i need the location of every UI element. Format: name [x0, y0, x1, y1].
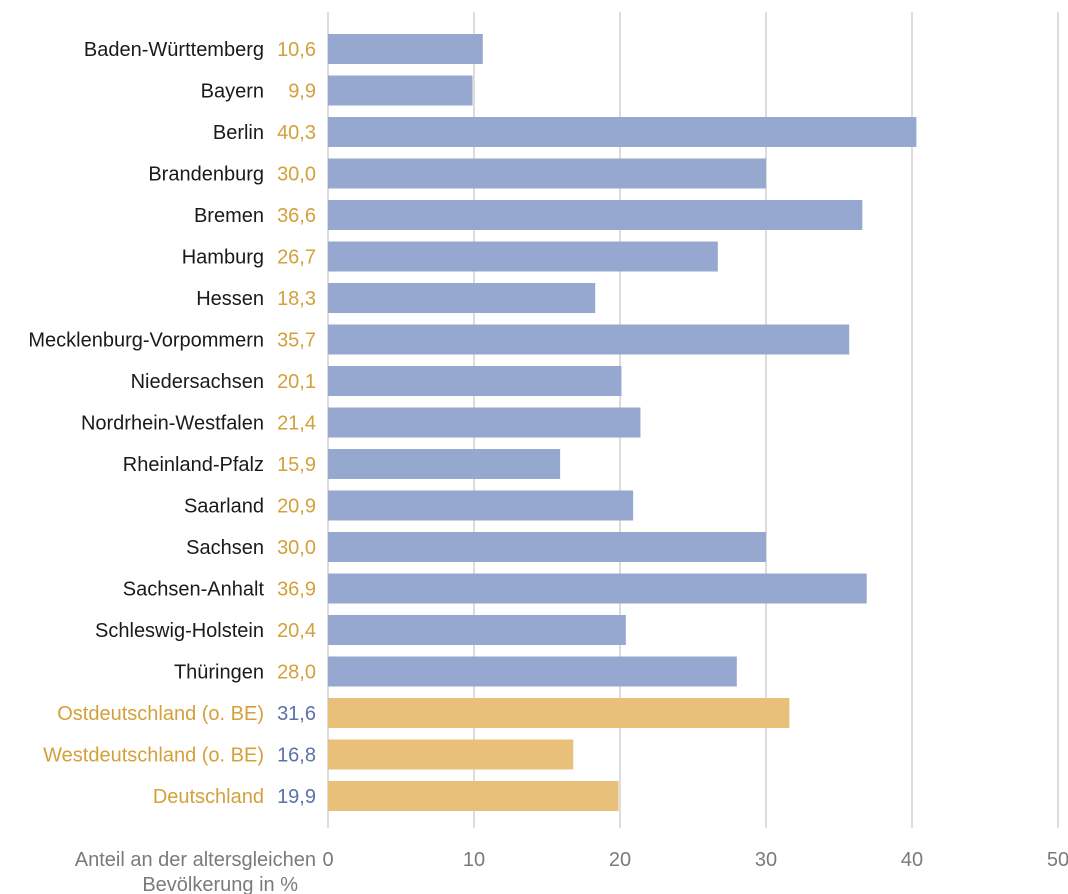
value-label: 30,0 — [277, 537, 316, 559]
bar — [328, 407, 641, 438]
value-label: 31,6 — [277, 703, 316, 725]
bar — [328, 615, 626, 645]
category-label: Berlin — [213, 122, 264, 144]
category-label: Bayern — [201, 81, 264, 103]
bars — [328, 34, 917, 811]
bar — [328, 324, 850, 355]
value-label: 9,9 — [288, 81, 316, 103]
value-label: 35,7 — [277, 330, 316, 352]
value-label: 19,9 — [277, 786, 316, 808]
bar — [328, 573, 867, 604]
category-label: Niedersachsen — [131, 371, 264, 393]
category-label: Thüringen — [174, 662, 264, 684]
category-label: Brandenburg — [148, 164, 264, 186]
category-label: Ostdeutschland (o. BE) — [57, 703, 264, 725]
value-label: 21,4 — [277, 413, 316, 435]
labels: 10,6 Baden-Württemberg 9,9 Bayern 40,3 Berlin… — [28, 39, 316, 808]
value-label: 20,4 — [277, 620, 316, 642]
category-label: Schleswig-Holstein — [95, 620, 264, 642]
x-tick-label: 50 — [1047, 849, 1068, 871]
category-label: Rheinland-Pfalz — [123, 454, 264, 476]
value-label: 18,3 — [277, 288, 316, 310]
category-label: Mecklenburg-Vorpommern — [28, 330, 264, 352]
x-axis-title-line-1: Anteil an der altersgleichen — [75, 849, 316, 871]
bar — [328, 366, 622, 396]
bar — [328, 532, 766, 562]
x-tick-label: 30 — [755, 849, 777, 871]
value-label: 36,9 — [277, 579, 316, 601]
x-axis: Anteil an der altersgleichen Bevölkerung… — [75, 849, 1068, 894]
bar — [328, 34, 483, 64]
value-label: 26,7 — [277, 247, 316, 269]
bar — [328, 449, 561, 479]
value-label: 40,3 — [277, 122, 316, 144]
bar — [328, 781, 619, 811]
category-label: Nordrhein-Westfalen — [81, 413, 264, 435]
bar — [328, 283, 596, 313]
value-label: 28,0 — [277, 662, 316, 684]
x-tick-label: 40 — [901, 849, 923, 871]
category-label: Sachsen-Anhalt — [123, 579, 265, 601]
bar — [328, 200, 863, 230]
bar — [328, 739, 574, 770]
bar — [328, 656, 737, 687]
value-label: 20,1 — [277, 371, 316, 393]
value-label: 30,0 — [277, 164, 316, 186]
x-axis-title-line-2: Bevölkerung in % — [142, 874, 298, 894]
bar — [328, 698, 790, 728]
value-label: 20,9 — [277, 496, 316, 518]
category-label: Baden-Württemberg — [84, 39, 264, 61]
category-label: Deutschland — [153, 786, 264, 808]
value-label: 10,6 — [277, 39, 316, 61]
category-label: Hamburg — [182, 247, 264, 269]
x-tick-label: 0 — [322, 849, 333, 871]
bar — [328, 158, 766, 189]
x-tick-label: 10 — [463, 849, 485, 871]
value-label: 16,8 — [277, 745, 316, 767]
category-label: Westdeutschland (o. BE) — [43, 745, 264, 767]
category-label: Saarland — [184, 496, 264, 518]
value-label: 15,9 — [277, 454, 316, 476]
bar — [328, 241, 718, 272]
category-label: Hessen — [196, 288, 264, 310]
value-label: 36,6 — [277, 205, 316, 227]
category-label: Sachsen — [186, 537, 264, 559]
x-tick-label: 20 — [609, 849, 631, 871]
bar — [328, 117, 917, 147]
bar — [328, 490, 634, 521]
category-label: Bremen — [194, 205, 264, 227]
bar — [328, 75, 473, 106]
